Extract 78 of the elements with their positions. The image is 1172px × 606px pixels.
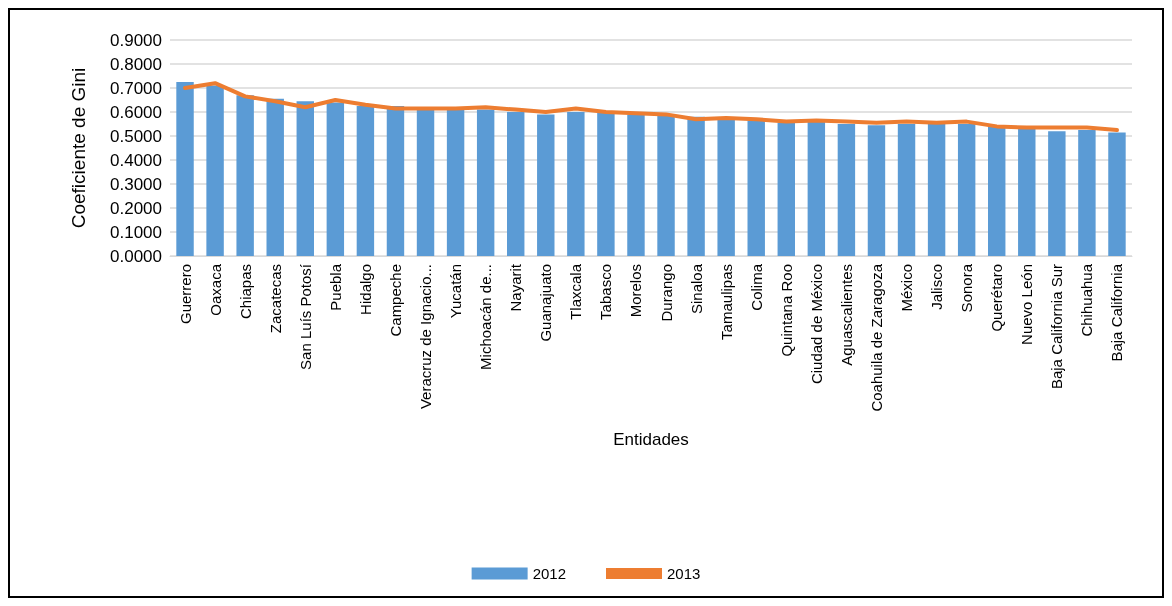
x-tick-label: Tabasco <box>597 264 615 320</box>
bar <box>657 115 675 256</box>
bar <box>717 119 735 256</box>
bar <box>206 85 224 256</box>
legend-label: 2012 <box>532 565 567 582</box>
bar <box>1078 130 1096 256</box>
bar <box>236 95 254 256</box>
x-tick-label: Quintana Roo <box>777 264 795 357</box>
y-tick-label: 0.2000 <box>110 198 162 218</box>
x-tick-label: Nuevo León <box>1018 264 1036 345</box>
bar <box>927 124 946 256</box>
bar <box>567 112 585 256</box>
x-tick-label: Tlaxcala <box>567 263 585 320</box>
bar <box>867 125 886 256</box>
x-tick-label: Coahuila de Zaragoza <box>867 263 885 412</box>
bar <box>476 109 495 256</box>
bar <box>356 106 375 256</box>
y-tick-label: 0.8000 <box>110 54 162 74</box>
x-tick-label: Durango <box>657 264 675 322</box>
x-axis-title: Entidades <box>613 430 689 449</box>
x-tick-label: San Luís Potosí <box>296 263 314 370</box>
bar <box>747 120 765 256</box>
x-tick-label: Oaxaca <box>206 263 224 316</box>
y-tick-label: 0.1000 <box>110 222 162 242</box>
x-tick-label: Colima <box>747 263 765 311</box>
bar <box>957 124 976 256</box>
y-tick-label: 0.7000 <box>110 78 162 98</box>
x-tick-label: Chiapas <box>236 264 254 320</box>
bar <box>507 112 525 256</box>
x-tick-label: México <box>898 264 916 312</box>
x-tick-label: Zacatecas <box>266 264 284 334</box>
x-tick-label: Veracruz de Ignacio... <box>417 264 435 410</box>
x-tick-label: Hidalgo <box>356 264 374 315</box>
bar <box>537 114 555 256</box>
x-tick-label: Yucatán <box>447 264 465 319</box>
bar <box>386 106 405 256</box>
bar <box>837 124 856 256</box>
bar <box>597 112 615 256</box>
y-axis-title: Coeficiente de Gini <box>68 67 89 229</box>
x-tick-label: Sonora <box>958 263 976 313</box>
x-tick-label: Campeche <box>386 264 404 337</box>
bar <box>627 114 645 256</box>
bar <box>777 122 795 256</box>
y-tick-label: 0.4000 <box>110 150 162 170</box>
bar <box>988 125 1006 256</box>
x-tick-label: Jalisco <box>928 264 946 310</box>
y-tick-label: 0.6000 <box>110 102 162 122</box>
line-series <box>183 81 1119 132</box>
x-tick-label: Michoacán de... <box>477 264 495 370</box>
x-tick-label: Chihuahua <box>1078 263 1096 337</box>
y-tick-label: 0.5000 <box>110 126 162 146</box>
bar <box>1108 132 1126 256</box>
x-tick-label: Tamaulipas <box>717 264 735 340</box>
legend-label: 2013 <box>667 565 701 582</box>
bar <box>446 109 465 256</box>
bar <box>326 102 345 256</box>
bar <box>1018 128 1036 256</box>
x-tick-label: Sinaloa <box>687 263 705 315</box>
x-tick-label: Baja California Sur <box>1048 264 1066 390</box>
x-tick-label: Guanajuato <box>537 264 555 342</box>
y-tick-label: 0.0000 <box>110 246 162 266</box>
x-tick-label: Querétaro <box>988 264 1006 332</box>
x-tick-label: Morelos <box>627 264 645 318</box>
bar <box>266 98 284 256</box>
bar <box>416 109 435 256</box>
x-tick-label: Puebla <box>326 263 344 311</box>
x-tick-label: Aguascalientes <box>837 264 855 366</box>
bar <box>897 124 916 256</box>
x-tick-label: Baja California <box>1108 263 1126 362</box>
y-tick-label: 0.3000 <box>110 174 162 194</box>
x-tick-label: Guerrero <box>176 264 194 325</box>
bar <box>176 82 194 256</box>
y-tick-label: 0.9000 <box>110 30 162 50</box>
bar <box>1048 131 1066 256</box>
x-tick-label: Nayarit <box>507 263 525 312</box>
bar <box>296 101 314 256</box>
x-tick-label: Ciudad de México <box>807 264 825 385</box>
bar <box>807 121 826 256</box>
